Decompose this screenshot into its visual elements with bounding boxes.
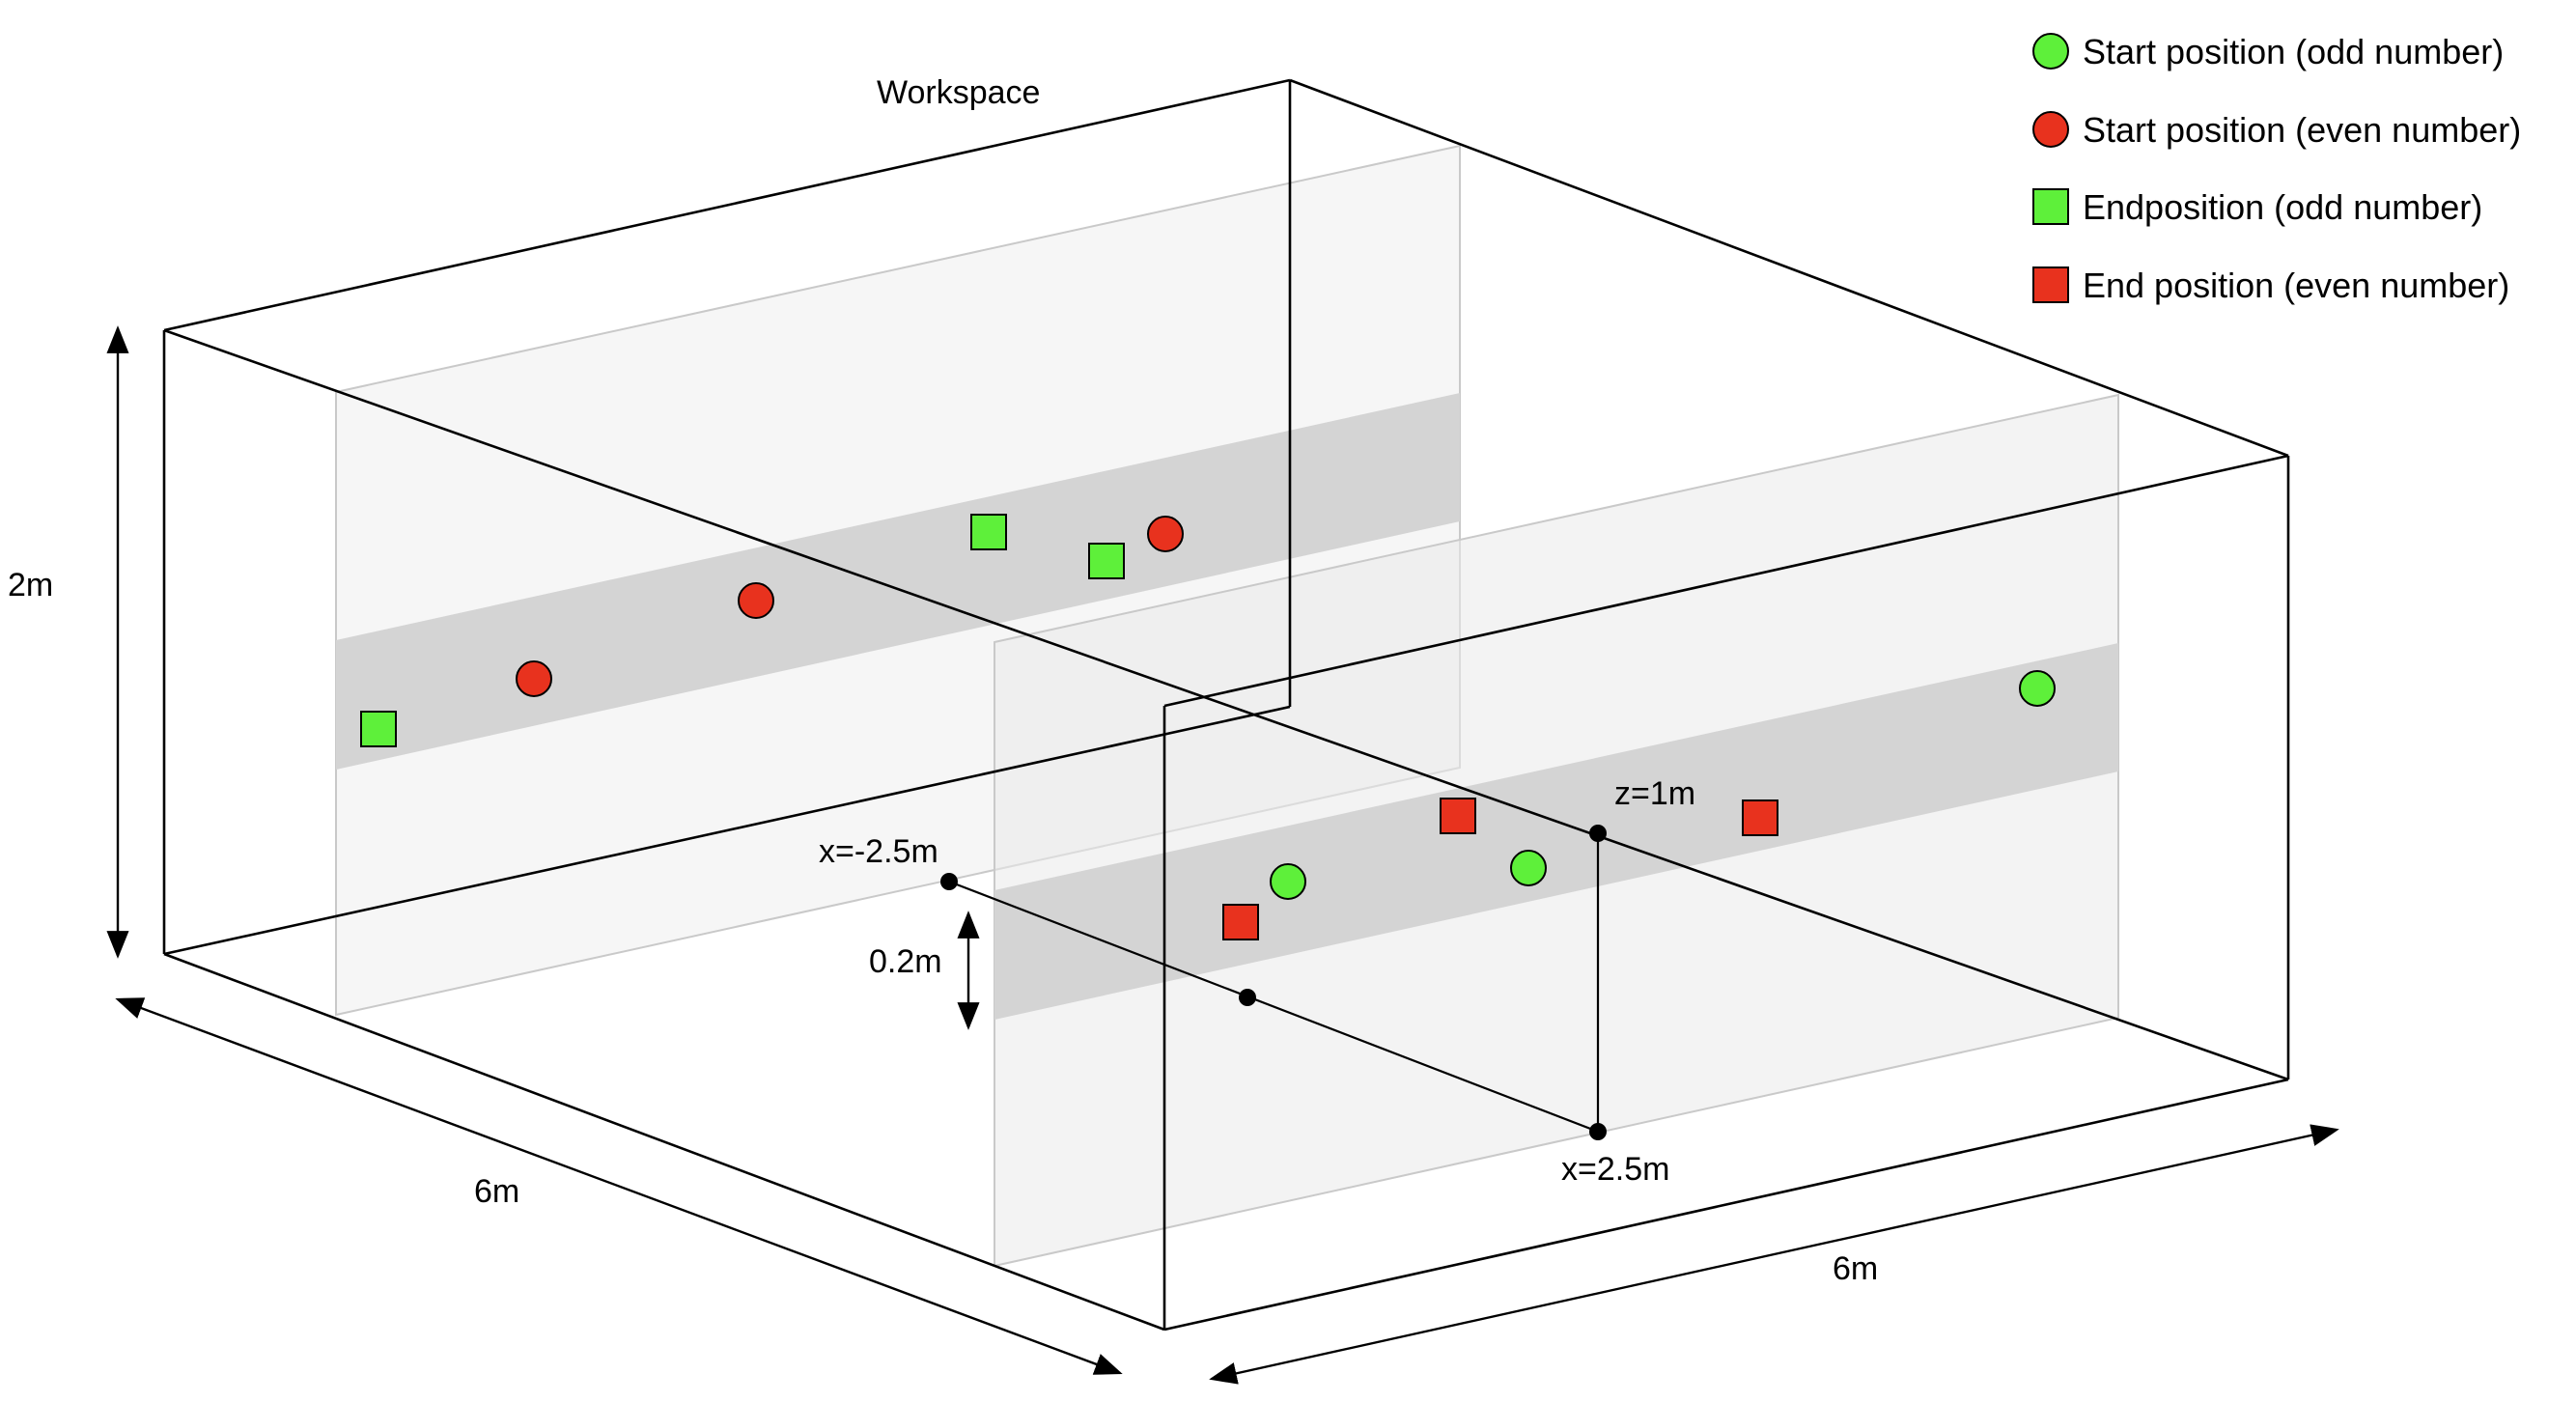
- midpoint: [1239, 989, 1256, 1006]
- depth-dimension-arrow: [115, 997, 1123, 1375]
- end-odd-marker: [360, 711, 397, 747]
- legend-end-odd-icon: [2032, 188, 2069, 225]
- height-label: 2m: [8, 567, 53, 603]
- end-odd-marker: [970, 514, 1007, 550]
- end-even-marker: [1440, 798, 1476, 834]
- x-neg-label: x=-2.5m: [819, 833, 938, 870]
- start-odd-marker: [1270, 863, 1306, 900]
- end-even-marker: [1742, 799, 1778, 836]
- x-neg-point: [940, 873, 958, 890]
- legend-end-odd-label: Endposition (odd number): [2083, 187, 2482, 227]
- legend-start-even-icon: [2032, 111, 2069, 148]
- x-pos-point: [1589, 1123, 1607, 1140]
- start-even-marker: [516, 660, 552, 697]
- legend-start-odd-label: Start position (odd number): [2083, 32, 2504, 71]
- legend-start-even-label: Start position (even number): [2083, 110, 2521, 150]
- end-odd-marker: [1088, 543, 1125, 579]
- x-pos-label: x=2.5m: [1561, 1151, 1669, 1188]
- back-band: [336, 393, 1460, 770]
- end-even-marker: [1222, 904, 1259, 940]
- legend: Start position (odd number) Start positi…: [2032, 32, 2521, 305]
- diagram-title: Workspace: [877, 74, 1040, 111]
- width-dimension-arrow: [1209, 1124, 2339, 1385]
- start-even-marker: [1147, 516, 1184, 552]
- start-odd-marker: [1510, 850, 1547, 886]
- z-point: [1589, 825, 1607, 842]
- legend-start-odd-icon: [2032, 33, 2069, 70]
- width-label: 6m: [1833, 1250, 1878, 1287]
- front-band: [994, 643, 2118, 1020]
- legend-end-even-icon: [2032, 266, 2069, 303]
- start-odd-marker: [2019, 670, 2056, 707]
- start-even-marker: [738, 582, 774, 619]
- x-axis-line: [948, 880, 1599, 1134]
- z-label: z=1m: [1614, 775, 1695, 812]
- depth-label: 6m: [474, 1173, 519, 1210]
- legend-end-even-label: End position (even number): [2083, 266, 2509, 305]
- band-height-label: 0.2m: [869, 943, 942, 980]
